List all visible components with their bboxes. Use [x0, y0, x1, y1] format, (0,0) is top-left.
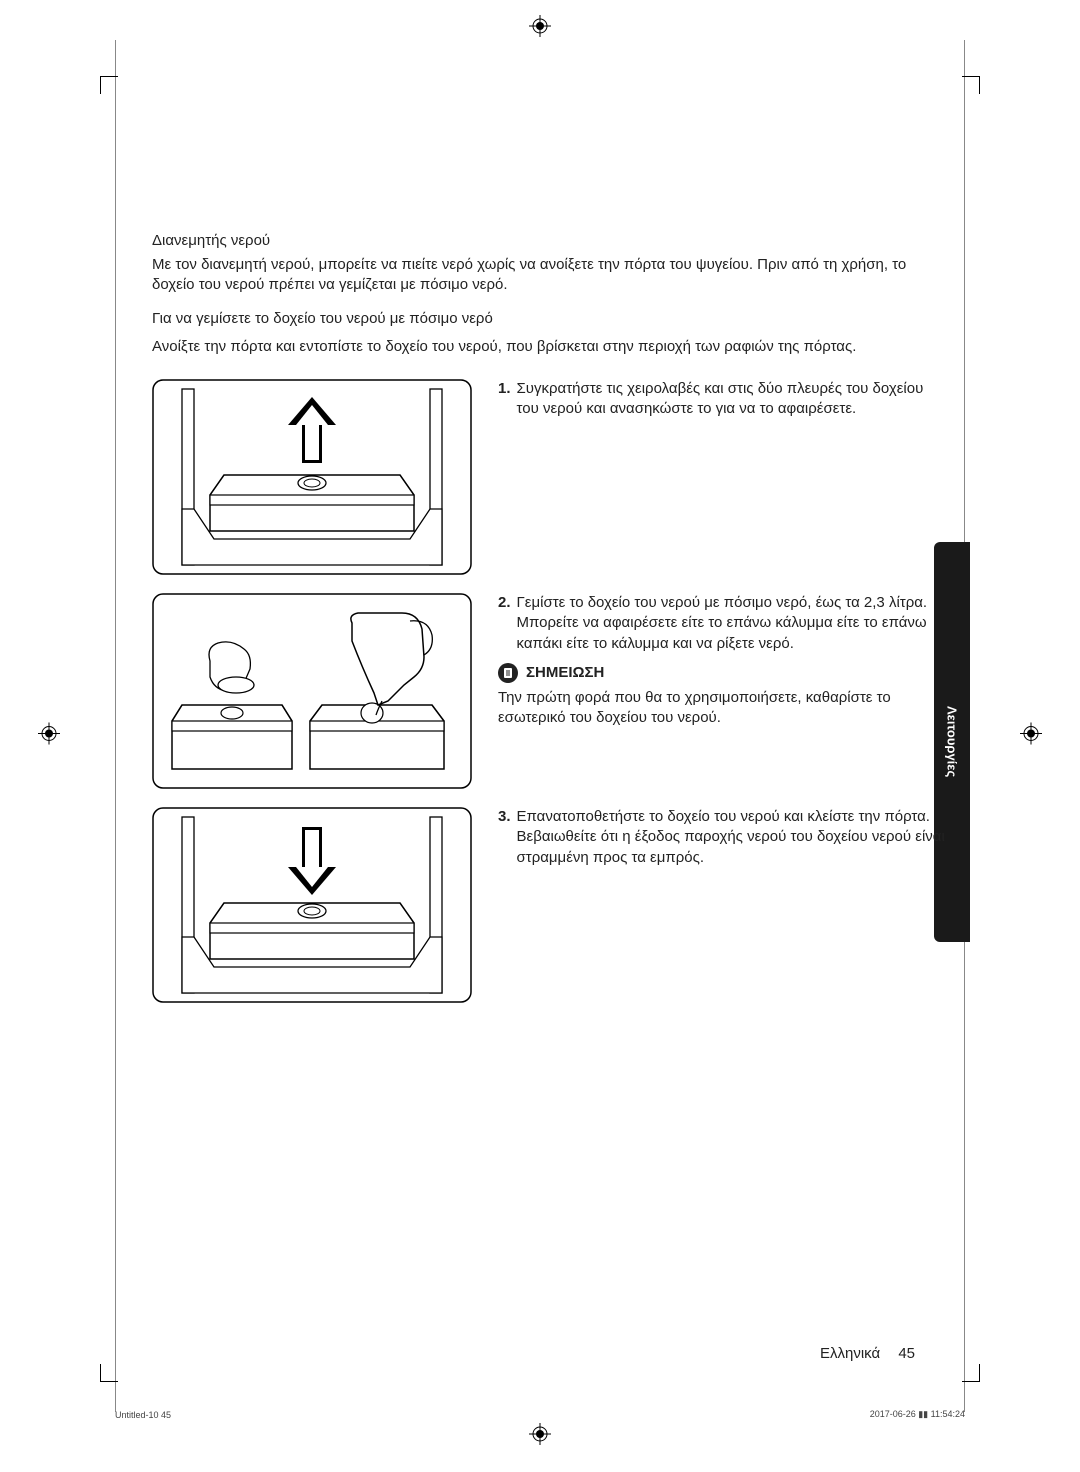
page-footer: Ελληνικά 45 — [820, 1345, 915, 1362]
step-2-text: 2. Γεμίστε το δοχείο του νερού με πόσιμο… — [498, 593, 948, 789]
step-1-body: Συγκρατήστε τις χειρολαβές και στις δύο … — [517, 379, 948, 420]
note-label: ΣΗΜΕΙΩΣΗ — [526, 663, 604, 684]
crop-mark-br — [962, 1364, 980, 1382]
water-tank-insert-down-diagram — [152, 807, 472, 1003]
step-2-row: 2. Γεμίστε το δοχείο του νερού με πόσιμο… — [152, 593, 948, 789]
step-3-text: 3. Επανατοποθετήστε το δοχείο του νερού … — [498, 807, 948, 1003]
step-3-row: 3. Επανατοποθετήστε το δοχείο του νερού … — [152, 807, 948, 1003]
step-1-number: 1. — [498, 379, 511, 420]
pour-water-into-tank-diagram — [152, 593, 472, 789]
registration-mark-icon — [1020, 723, 1042, 750]
step-2-number: 2. — [498, 593, 511, 655]
footer-page-number: 45 — [898, 1345, 915, 1362]
step-2-body: Γεμίστε το δοχείο του νερού με πόσιμο νε… — [517, 593, 948, 655]
section-heading: Διανεμητής νερού — [152, 232, 948, 249]
footer-meta-right: 2017-06-26 ▮▮ 11:54:24 — [870, 1409, 965, 1420]
step-3-number: 3. — [498, 807, 511, 869]
step-1-row: 1. Συγκρατήστε τις χειρολαβές και στις δ… — [152, 379, 948, 575]
fill-subheading: Για να γεμίσετε το δοχείο του νερού με π… — [152, 310, 948, 327]
footer-language: Ελληνικά — [820, 1345, 880, 1362]
registration-mark-icon — [38, 723, 60, 750]
note-text: Την πρώτη φορά που θα το χρησιμοποιήσετε… — [498, 688, 948, 729]
crop-mark-bl — [100, 1364, 118, 1382]
crop-mark-tr — [962, 76, 980, 94]
step-1-text: 1. Συγκρατήστε τις χειρολαβές και στις δ… — [498, 379, 948, 575]
registration-mark-icon — [529, 1423, 551, 1450]
footer-meta-left: Untitled-10 45 — [115, 1410, 171, 1420]
page-content: Διανεμητής νερού Με τον διανεμητή νερού,… — [152, 232, 948, 1021]
intro-paragraph: Με τον διανεμητή νερού, μπορείτε να πιεί… — [152, 255, 948, 296]
water-tank-lift-up-diagram — [152, 379, 472, 575]
registration-mark-icon — [529, 15, 551, 42]
crop-mark-tl — [100, 76, 118, 94]
step-3-body: Επανατοποθετήστε το δοχείο του νερού και… — [517, 807, 948, 869]
note-row: ΣΗΜΕΙΩΣΗ — [498, 663, 948, 684]
open-door-paragraph: Ανοίξτε την πόρτα και εντοπίστε το δοχεί… — [152, 337, 948, 357]
note-icon — [498, 663, 518, 683]
